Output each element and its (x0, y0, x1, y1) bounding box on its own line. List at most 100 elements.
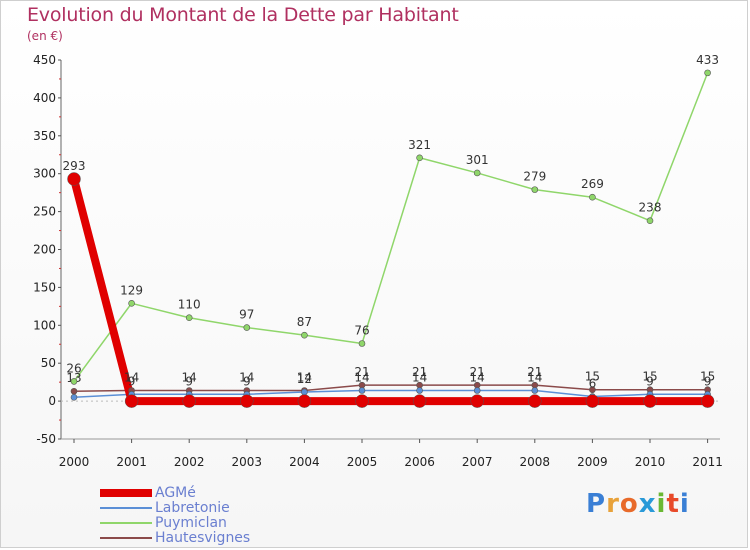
x-tick-label: 2008 (520, 455, 551, 469)
data-label-labretonie: 6 (589, 377, 597, 391)
data-label-puymiclan: 110 (178, 298, 201, 312)
data-point-puymiclan (358, 340, 366, 347)
data-label-puymiclan: 129 (120, 283, 143, 297)
data-point-puymiclan (531, 186, 539, 193)
chart-subtitle: (en €) (27, 29, 63, 43)
data-point-puymiclan (473, 169, 481, 177)
y-tick-label: 0 (48, 394, 56, 408)
legend-swatch (100, 537, 152, 539)
data-label-labretonie: 14 (527, 370, 542, 384)
logo-letter: t (666, 489, 680, 519)
data-label-labretonie: 9 (128, 374, 136, 388)
data-point-hautesvignes (70, 387, 78, 395)
y-tick-label: -50 (36, 432, 56, 446)
data-label-labretonie: 14 (470, 370, 485, 384)
data-label-labretonie: 9 (704, 374, 712, 388)
data-label-puymiclan: 26 (66, 361, 81, 375)
legend-label: Puymiclan (155, 515, 227, 531)
legend-swatch (100, 522, 152, 524)
data-point-puymiclan (416, 154, 423, 162)
data-point-agmé (182, 394, 196, 408)
data-label-hautesvignes: 14 (124, 370, 139, 384)
data-label-labretonie: 9 (646, 374, 654, 388)
legend-swatch (100, 489, 152, 497)
data-point-puymiclan (301, 331, 308, 339)
data-point-puymiclan (128, 300, 135, 307)
data-point-labretonie (70, 394, 78, 401)
data-point-puymiclan (70, 378, 78, 385)
data-label-hautesvignes: 21 (527, 365, 542, 379)
data-label-labretonie: 9 (243, 374, 251, 388)
x-tick-label: 2000 (59, 455, 90, 469)
data-point-labretonie (301, 388, 308, 396)
data-point-agmé (67, 172, 81, 186)
data-label-hautesvignes: 14 (239, 370, 254, 384)
data-label-puymiclan: 87 (297, 315, 312, 329)
data-point-labretonie (473, 387, 481, 394)
data-label-puymiclan: 301 (466, 153, 489, 167)
y-tick-label: 400 (33, 91, 56, 105)
legend-item: Labretonie (100, 500, 320, 516)
x-tick-label: 2009 (577, 455, 608, 469)
data-point-agmé (240, 394, 254, 408)
data-point-puymiclan (646, 217, 654, 224)
data-label-puymiclan: 279 (523, 170, 546, 184)
data-point-agmé (643, 394, 657, 408)
logo-letter: i (656, 489, 667, 519)
x-tick-label: 2005 (347, 455, 378, 469)
data-point-puymiclan (589, 193, 596, 201)
series-line-labretonie (73, 389, 709, 399)
data-label-hautesvignes: 14 (297, 370, 312, 384)
data-label-puymiclan: 76 (354, 323, 369, 337)
data-label-puymiclan: 269 (581, 177, 604, 191)
legend-label: AGMé (155, 485, 196, 501)
legend-label: Hautesvignes (155, 530, 251, 546)
y-tick-label: 300 (33, 167, 56, 181)
data-point-agmé (528, 394, 542, 408)
data-point-agmé (297, 394, 312, 408)
logo-letter: i (679, 489, 690, 519)
data-point-agmé (470, 394, 484, 408)
data-label-puymiclan: 238 (639, 201, 662, 215)
legend-label: Labretonie (155, 500, 230, 516)
legend-swatch (100, 507, 152, 509)
proxiti-logo: Proxiti (586, 489, 690, 519)
y-tick-label: 150 (33, 280, 56, 294)
data-point-agmé (355, 394, 369, 408)
logo-letter: P (586, 489, 607, 519)
legend-item: Puymiclan (100, 515, 320, 531)
series-line-agmé (70, 175, 712, 406)
y-tick-label: 50 (41, 356, 56, 370)
x-tick-label: 2006 (404, 455, 435, 469)
x-tick-label: 2007 (462, 455, 493, 469)
chart-title: Evolution du Montant de la Dette par Hab… (27, 4, 459, 26)
data-point-labretonie (416, 387, 423, 394)
y-tick-label: 100 (33, 318, 56, 332)
series-line-puymiclan (73, 72, 709, 383)
data-label-hautesvignes: 15 (700, 370, 715, 384)
data-point-puymiclan (704, 69, 711, 77)
data-label-puymiclan: 97 (239, 308, 254, 322)
x-tick-label: 2011 (692, 455, 723, 469)
data-label-puymiclan: 433 (696, 53, 719, 67)
data-point-labretonie (531, 387, 539, 394)
y-tick-label: 250 (33, 205, 56, 219)
data-label-hautesvignes: 21 (354, 365, 369, 379)
data-label-hautesvignes: 15 (642, 370, 657, 384)
x-tick-label: 2003 (232, 455, 263, 469)
y-tick-label: 450 (33, 53, 56, 67)
logo-letter: o (619, 489, 639, 519)
data-point-labretonie (358, 387, 366, 394)
logo-letter: r (606, 489, 620, 519)
data-point-puymiclan (243, 324, 251, 331)
data-label-puymiclan: 321 (408, 138, 431, 152)
y-tick-label: 200 (33, 243, 56, 257)
data-label-hautesvignes: 21 (470, 365, 485, 379)
data-point-agmé (585, 394, 600, 408)
data-label-labretonie: 12 (297, 372, 312, 386)
data-point-agmé (124, 394, 139, 408)
data-label-labretonie: 14 (412, 370, 427, 384)
y-tick-label: 350 (33, 129, 56, 143)
